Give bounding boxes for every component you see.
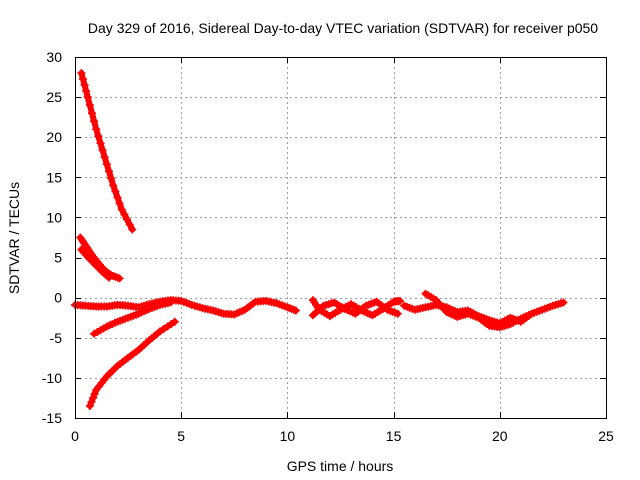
data-point-marker: [92, 125, 101, 134]
data-point-marker: [559, 298, 568, 307]
y-tick-label: 0: [54, 290, 62, 306]
data-point-marker: [80, 81, 89, 90]
data-point-marker: [109, 181, 118, 190]
data-point-marker: [527, 309, 536, 318]
series-track-4: [85, 317, 179, 410]
series-track-10: [421, 289, 536, 332]
data-point-marker: [94, 132, 103, 141]
data-point-marker: [83, 93, 92, 102]
data-point-marker: [98, 146, 107, 155]
y-tick-label: 25: [46, 89, 62, 105]
data-point-marker: [90, 117, 99, 126]
y-tick-label: -5: [50, 330, 63, 346]
data-point-marker: [103, 272, 112, 281]
plot-frame: [75, 57, 607, 419]
data-point-marker: [105, 273, 113, 282]
data-point-marker: [85, 402, 94, 410]
data-point-marker: [77, 69, 86, 77]
y-tick-label: 20: [46, 129, 62, 145]
data-point-marker: [113, 193, 122, 202]
y-tick-label: 10: [46, 209, 62, 225]
series-track-3: [77, 245, 113, 282]
axis-ticks: [75, 57, 607, 419]
data-point-marker: [291, 306, 300, 315]
data-point-marker: [85, 101, 94, 110]
data-point-marker: [396, 296, 404, 305]
x-axis-title: GPS time / hours: [287, 458, 394, 474]
series-track-8: [308, 297, 402, 320]
data-point-marker: [87, 398, 96, 406]
data-point-marker: [123, 215, 131, 224]
tick-labels: 0 5 10 15 20 25 -15 -10 -5 0 5 10 15 20 25 30: [42, 49, 614, 444]
chart-title: Day 329 of 2016, Sidereal Day-to-day VTE…: [88, 20, 598, 36]
data-point-marker: [79, 75, 87, 84]
y-tick-label: 15: [46, 169, 62, 185]
series-track-1: [77, 69, 137, 234]
x-tick-label: 15: [386, 428, 402, 444]
x-tick-label: 5: [177, 428, 185, 444]
grid: [75, 57, 606, 418]
y-tick-label: 5: [54, 250, 62, 266]
y-tick-label: -10: [42, 370, 62, 386]
data-point-marker: [82, 87, 91, 96]
data-point-marker: [107, 174, 116, 183]
data-point-marker: [170, 317, 179, 326]
x-tick-label: 0: [71, 428, 79, 444]
data-point-marker: [393, 309, 402, 318]
x-tick-label: 20: [492, 428, 508, 444]
data-point-marker: [88, 109, 96, 118]
data-point-marker: [117, 205, 126, 214]
data-point-marker: [115, 274, 124, 283]
data-point-marker: [89, 393, 98, 402]
y-axis-title: SDTVAR / TECUs: [6, 182, 22, 294]
data-point-marker: [102, 160, 111, 169]
y-tick-label: 30: [46, 49, 62, 65]
data-point-marker: [125, 220, 134, 229]
data-point-marker: [111, 187, 120, 196]
data-point-marker: [115, 199, 124, 208]
data-point-marker: [128, 225, 137, 234]
x-tick-label: 25: [598, 428, 614, 444]
y-tick-label: -15: [42, 410, 62, 426]
data-point-marker: [90, 389, 99, 398]
data-point-marker: [105, 167, 113, 176]
x-tick-label: 10: [280, 428, 296, 444]
data-point-marker: [120, 210, 129, 219]
data-point-marker: [96, 139, 105, 148]
data-point-marker: [100, 153, 109, 162]
